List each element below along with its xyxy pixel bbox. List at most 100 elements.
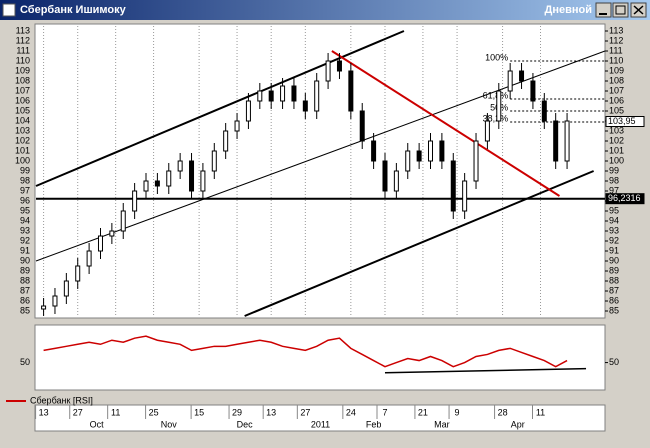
y-tick-label: 92 bbox=[20, 235, 30, 245]
price-label: 103,95 bbox=[608, 116, 636, 126]
y-tick-label-right: 106 bbox=[609, 95, 624, 105]
x-tick-label: 9 bbox=[455, 407, 460, 417]
price-label-bg bbox=[605, 193, 645, 205]
candle-body bbox=[325, 60, 331, 82]
y-tick-label: 88 bbox=[20, 275, 30, 285]
candle-body bbox=[154, 180, 160, 187]
candle-body bbox=[359, 110, 365, 142]
y-tick-label-right: 105 bbox=[609, 105, 624, 115]
y-tick-label: 113 bbox=[16, 25, 30, 35]
candle-body bbox=[86, 250, 92, 267]
y-tick-label: 94 bbox=[20, 215, 30, 225]
y-tick-label: 105 bbox=[15, 105, 30, 115]
candle-body bbox=[120, 210, 126, 232]
rsi-panel bbox=[34, 324, 606, 391]
y-tick-label-right: 89 bbox=[609, 265, 619, 275]
candle-body bbox=[97, 235, 103, 252]
window-icon bbox=[2, 3, 16, 17]
y-tick-label: 103 bbox=[15, 125, 30, 135]
fib-label: 100% bbox=[485, 52, 508, 62]
candle-body bbox=[280, 85, 286, 102]
y-tick-label: 109 bbox=[15, 65, 30, 75]
month-label: Dec bbox=[237, 419, 254, 429]
y-tick-label-right: 98 bbox=[609, 175, 619, 185]
fib-label: 61,8% bbox=[483, 90, 509, 100]
fib-label: 38,2% bbox=[483, 113, 509, 123]
title-bar bbox=[0, 0, 650, 20]
x-tick-label: 27 bbox=[300, 407, 310, 417]
y-tick-label: 102 bbox=[15, 135, 30, 145]
candle-body bbox=[553, 120, 559, 162]
candle-body bbox=[541, 100, 547, 122]
candle-body bbox=[245, 100, 251, 122]
x-tick-label: 13 bbox=[266, 407, 276, 417]
candle-body bbox=[302, 100, 308, 112]
candle-body bbox=[450, 160, 456, 212]
y-tick-label-right: 99 bbox=[609, 165, 619, 175]
y-tick-label: 108 bbox=[15, 75, 30, 85]
price-label-bg bbox=[605, 116, 645, 127]
candle-body bbox=[496, 90, 502, 122]
y-tick-label-right: 102 bbox=[609, 135, 624, 145]
maximize-button[interactable] bbox=[612, 2, 629, 18]
y-tick-label-right: 85 bbox=[609, 305, 619, 315]
y-tick-label-right: 110 bbox=[609, 55, 623, 65]
candle-body bbox=[166, 170, 172, 187]
candle-body bbox=[143, 180, 149, 192]
y-tick-label-right: 95 bbox=[609, 205, 619, 215]
candle-body bbox=[75, 265, 81, 282]
candle-body bbox=[109, 230, 115, 237]
x-tick-label: 11 bbox=[536, 407, 545, 417]
y-tick-label-right: 113 bbox=[609, 25, 623, 35]
candle-body bbox=[200, 170, 206, 192]
x-tick-label: 27 bbox=[73, 407, 83, 417]
candle-body bbox=[382, 160, 388, 192]
y-tick-label-right: 92 bbox=[609, 235, 619, 245]
candle-body bbox=[291, 85, 297, 102]
candle-body bbox=[52, 295, 58, 307]
y-tick-label-right: 87 bbox=[609, 285, 619, 295]
x-tick-label: 24 bbox=[346, 407, 356, 417]
y-tick-label: 85 bbox=[20, 305, 30, 315]
candle-body bbox=[564, 120, 570, 162]
y-tick-label-right: 107 bbox=[609, 85, 624, 95]
candle-body bbox=[507, 70, 513, 92]
y-tick-label-right: 100 bbox=[609, 155, 624, 165]
trendline bbox=[244, 170, 595, 317]
month-label: Mar bbox=[434, 419, 450, 429]
y-tick-label: 95 bbox=[20, 205, 30, 215]
y-tick-label: 50 bbox=[20, 357, 30, 367]
date-axis bbox=[34, 404, 606, 432]
y-tick-label: 86 bbox=[20, 295, 30, 305]
candle-body bbox=[336, 60, 342, 72]
y-tick-label: 100 bbox=[15, 155, 30, 165]
y-tick-label-right: 103 bbox=[609, 125, 624, 135]
x-tick-label: 13 bbox=[39, 407, 49, 417]
candle-body bbox=[393, 170, 399, 192]
y-tick-label: 104 bbox=[15, 115, 30, 125]
close-icon bbox=[633, 5, 644, 15]
y-tick-label: 93 bbox=[20, 225, 30, 235]
x-tick-label: 29 bbox=[232, 407, 242, 417]
candle-body bbox=[484, 120, 490, 142]
y-tick-label-right: 97 bbox=[609, 185, 619, 195]
candle-body bbox=[314, 80, 320, 112]
y-tick-label: 106 bbox=[15, 95, 30, 105]
candle-body bbox=[177, 160, 183, 172]
month-label: Nov bbox=[161, 419, 178, 429]
y-tick-label-right: 90 bbox=[609, 255, 619, 265]
y-tick-label: 96 bbox=[20, 195, 30, 205]
candle-body bbox=[371, 140, 377, 162]
y-tick-label-right: 112 bbox=[609, 35, 623, 45]
x-tick-label: 15 bbox=[194, 407, 204, 417]
candle-body bbox=[405, 150, 411, 172]
trendline bbox=[331, 50, 561, 197]
y-tick-label-right: 86 bbox=[609, 295, 619, 305]
trendline bbox=[384, 367, 587, 374]
x-tick-label: 25 bbox=[149, 407, 159, 417]
y-tick-label-right: 109 bbox=[609, 65, 624, 75]
candle-body bbox=[63, 280, 69, 297]
y-tick-label-right: 93 bbox=[609, 225, 619, 235]
x-tick-label: 28 bbox=[498, 407, 508, 417]
month-label: Oct bbox=[90, 419, 105, 429]
